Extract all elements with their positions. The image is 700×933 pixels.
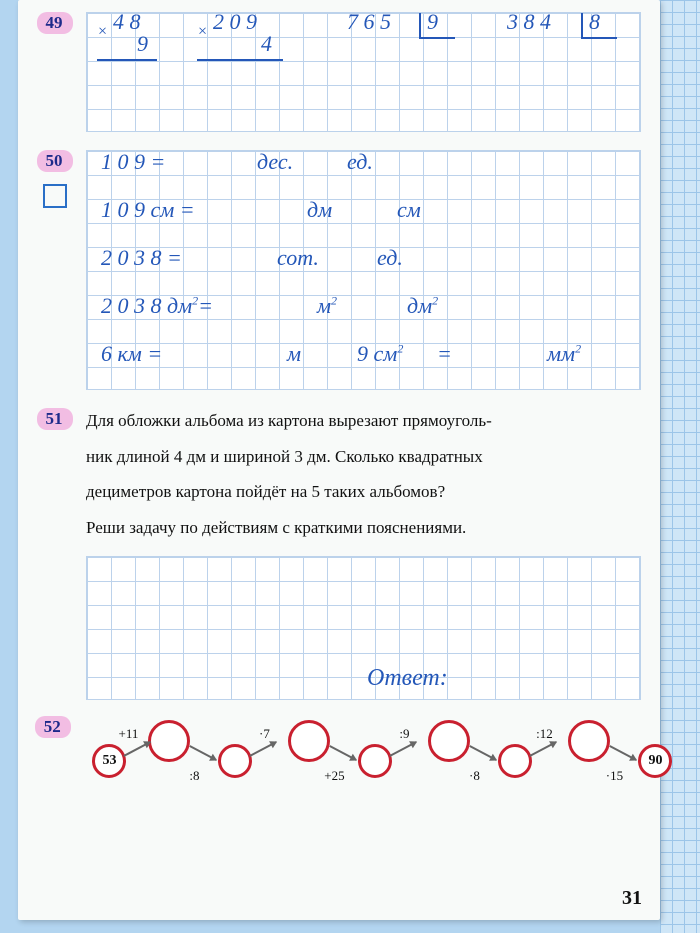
badge-50: 50 [37,150,73,172]
div1-vbar [419,13,421,39]
l2b: дм [307,197,332,223]
l5d: = [437,341,452,367]
ex51-line2: ник длиной 4 дм и шириной 3 дм. Сколько … [86,444,646,470]
ex51-line4: Реши задачу по действиям с краткими пояс… [86,515,646,541]
l5a: 6 км = [101,341,162,367]
underline-2 [197,59,283,61]
chain-52: 5390+11:8·7+25:9·8:12·15 [92,716,646,786]
mult-sign-1: × [97,23,108,41]
chain-arrow-0 [124,741,151,757]
exercise-52: 52 5390+11:8·7+25:9·8:12·15 [32,716,646,786]
m2-bot: 4 [261,31,272,57]
l1b: дес. [257,149,293,175]
exercise-51: 51 Для обложки альбома из картона выреза… [32,408,646,700]
chain-arrow-4 [390,741,417,757]
d2-divisor: 8 [589,9,600,35]
l4b: м2 [317,293,337,319]
l4a: 2 0 3 8 дм2= [101,293,213,319]
chain-arrow-3 [330,745,357,761]
workbook-page: 49 × 4 8 9 × 2 0 9 4 7 6 5 9 3 8 4 8 50 [18,0,660,920]
chain-circle-4 [358,744,392,778]
grid-50: 1 0 9 = дес. ед. 1 0 9 см = дм см 2 0 3 … [86,150,641,390]
div2-vbar [581,13,583,39]
chain-op-5: ·8 [454,768,494,784]
chain-arrow-5 [470,745,497,761]
m2-top: 2 0 9 [213,9,257,35]
chain-circle-2 [218,744,252,778]
ex51-line1: Для обложки альбома из картона вырезают … [86,408,646,434]
l1a: 1 0 9 = [101,149,165,175]
ex51-line3: дециметров картона пойдёт на 5 таких аль… [86,479,646,505]
answer-label: Ответ: [367,665,448,692]
l5b: м [287,341,301,367]
d1-divisor: 9 [427,9,438,35]
d1-dividend: 7 6 5 [347,9,391,35]
chain-op-2: ·7 [244,726,284,742]
badge-51: 51 [37,408,73,430]
chain-circle-1 [148,720,190,762]
exercise-49: 49 × 4 8 9 × 2 0 9 4 7 6 5 9 3 8 4 8 [32,12,646,132]
mult-sign-2: × [197,23,208,41]
chain-arrow-2 [250,741,277,757]
grid-51: Ответ: [86,556,641,700]
l3a: 2 0 3 8 = [101,245,182,271]
l1c: ед. [347,149,373,175]
badge-49: 49 [37,12,73,34]
chain-circle-0: 53 [92,744,126,778]
chain-op-7: ·15 [594,768,634,784]
l4c: дм2 [407,293,438,319]
m1-bot: 9 [137,31,148,57]
chain-op-1: :8 [174,768,214,784]
div2-hbar [581,37,617,39]
l3c: ед. [377,245,403,271]
d2-dividend: 3 8 4 [507,9,551,35]
chain-circle-5 [428,720,470,762]
chain-circle-7 [568,720,610,762]
checkbox-50[interactable] [43,184,67,208]
l5c: 9 см2 [357,341,403,367]
chain-circle-3 [288,720,330,762]
page-number: 31 [622,887,642,910]
right-margin-grid [660,0,700,933]
underline-1 [97,59,157,61]
l2c: см [397,197,421,223]
exercise-50: 50 1 0 9 = дес. ед. 1 0 9 см = дм см 2 0… [32,150,646,390]
chain-arrow-6 [530,741,557,757]
chain-arrow-1 [190,745,217,761]
chain-arrow-7 [610,745,637,761]
grid-49: × 4 8 9 × 2 0 9 4 7 6 5 9 3 8 4 8 [86,12,641,132]
l2a: 1 0 9 см = [101,197,195,223]
chain-op-0: +11 [108,726,148,742]
chain-op-3: +25 [314,768,354,784]
div1-hbar [419,37,455,39]
chain-op-4: :9 [384,726,424,742]
l5e: мм2 [547,341,581,367]
l3b: сот. [277,245,319,271]
chain-op-6: :12 [524,726,564,742]
chain-circle-6 [498,744,532,778]
badge-52: 52 [35,716,71,738]
